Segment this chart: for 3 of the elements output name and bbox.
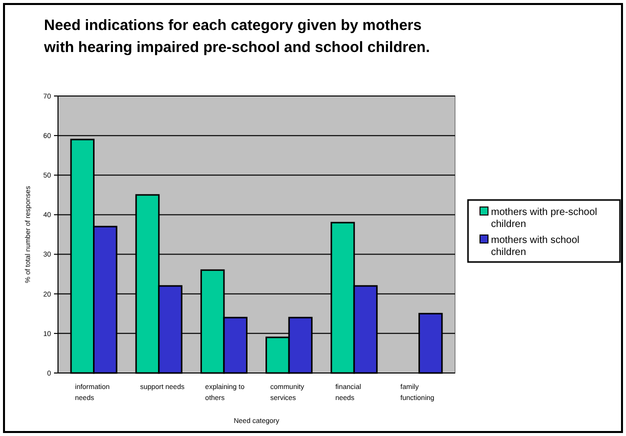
legend-label: mothers with pre-school children bbox=[491, 207, 598, 230]
chart-title: Need indications for each category given by mothers with hearing impaired pre-school and school children. bbox=[43, 17, 430, 56]
legend-label: mothers with school children bbox=[491, 235, 580, 258]
